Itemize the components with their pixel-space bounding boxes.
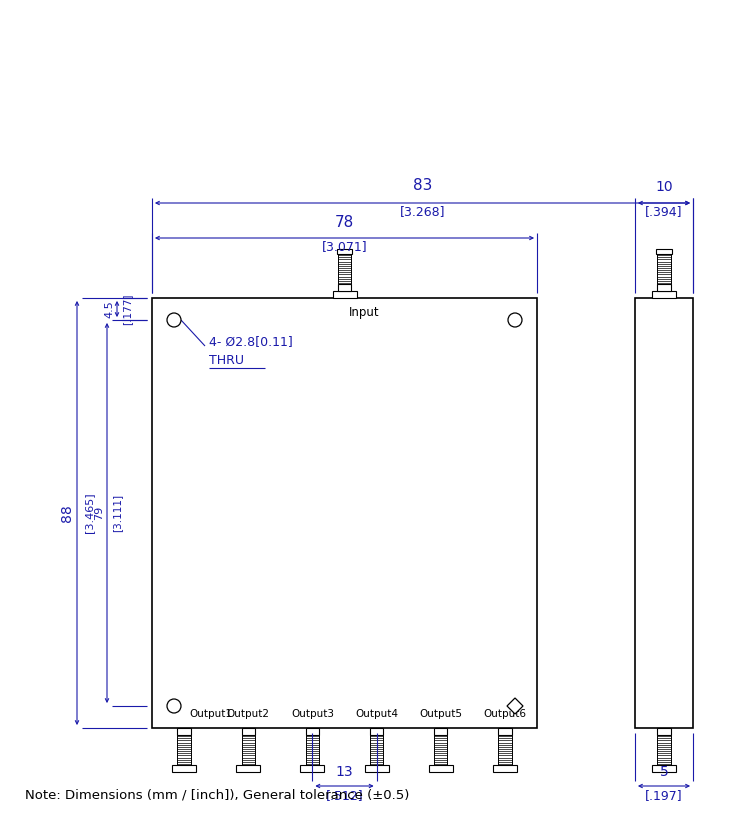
Circle shape [167,313,181,327]
Bar [305,728,319,735]
Text: THRU: THRU [209,354,244,366]
Circle shape [508,313,522,327]
Bar [241,728,255,735]
Bar [657,735,670,765]
Bar [152,298,537,728]
Text: 10: 10 [655,180,673,194]
Bar [657,284,670,291]
Bar [305,735,319,765]
Text: 4.5: 4.5 [104,300,114,318]
Text: [.394]: [.394] [645,205,682,218]
Text: 78: 78 [335,215,354,230]
Bar [337,249,352,254]
Text: [3.465]: [3.465] [84,493,94,533]
Bar [434,735,447,765]
Text: Input: Input [349,305,380,319]
Bar [493,765,517,772]
Bar [652,765,676,772]
Bar [635,298,693,728]
Text: [.512]: [.512] [326,789,364,802]
Bar [241,735,255,765]
Bar [434,728,447,735]
Bar [177,735,191,765]
Text: Output4: Output4 [355,709,398,719]
Text: 88: 88 [60,504,74,522]
Bar [300,765,324,772]
Bar [332,291,357,298]
Text: [.197]: [.197] [645,789,683,802]
Bar [498,735,512,765]
Bar [338,284,351,291]
Polygon shape [507,698,523,714]
Bar [657,728,670,735]
Text: 4- Ø2.8[0.11]: 4- Ø2.8[0.11] [209,336,293,348]
Bar [177,728,191,735]
Text: 13: 13 [336,765,353,779]
Bar [657,254,670,284]
Text: [3.071]: [3.071] [322,240,367,253]
Bar [656,249,672,254]
Text: Output3: Output3 [291,709,334,719]
Bar [338,254,351,284]
Text: Output1: Output1 [189,709,232,719]
Bar [236,765,260,772]
Bar [429,765,453,772]
Text: [.177]: [.177] [122,293,132,325]
Text: Output5: Output5 [419,709,462,719]
Bar [370,735,383,765]
Text: [3.268]: [3.268] [400,205,446,218]
Text: 79: 79 [94,506,104,520]
Bar [652,291,676,298]
Bar [172,765,196,772]
Bar [364,765,389,772]
Bar [370,728,383,735]
Text: Note: Dimensions (mm / [inch]), General tolerance (±0.5): Note: Dimensions (mm / [inch]), General … [25,788,409,802]
Text: Output2: Output2 [226,709,270,719]
Text: Output6: Output6 [484,709,527,719]
Text: 83: 83 [413,178,432,193]
Bar [498,728,512,735]
Circle shape [167,699,181,713]
Text: [3.111]: [3.111] [112,494,122,532]
Text: 5: 5 [659,765,668,779]
